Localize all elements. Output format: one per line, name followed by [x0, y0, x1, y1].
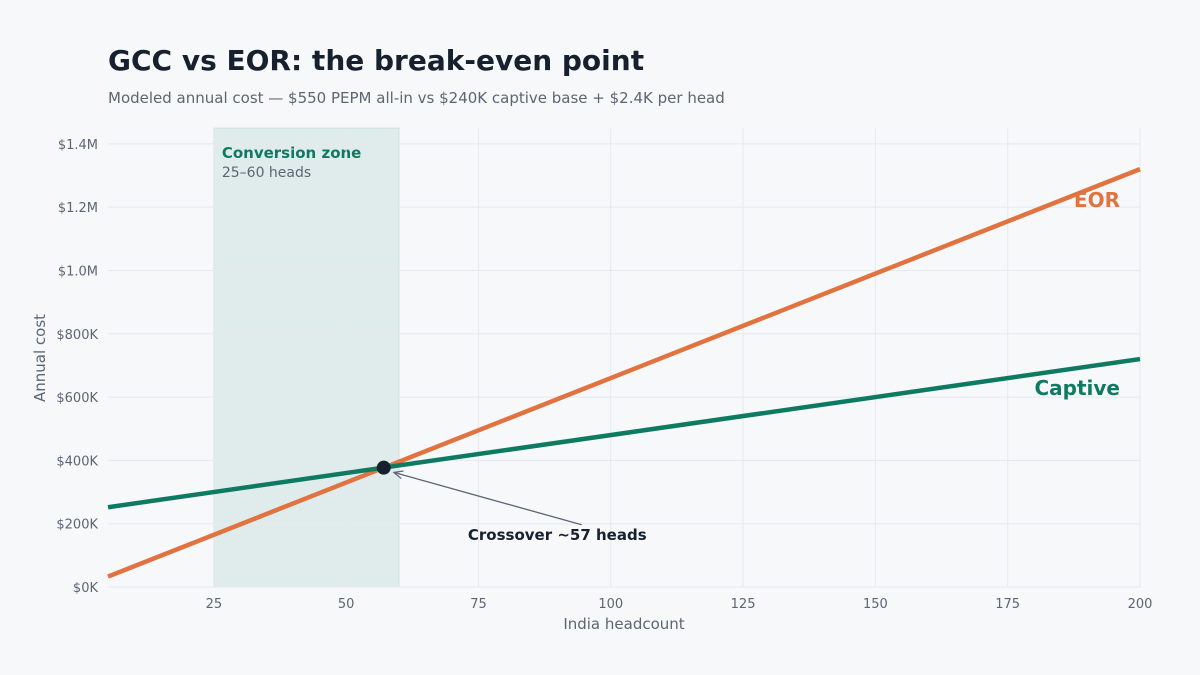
crossover-arrow: [395, 473, 582, 526]
y-tick-label: $800K: [56, 328, 98, 343]
y-tick-label: $1.0M: [58, 264, 98, 279]
chart-title: GCC vs EOR: the break-even point: [108, 44, 644, 77]
conversion-zone-band: [213, 127, 400, 588]
crossover-label: Crossover ~57 heads: [468, 526, 647, 544]
chart-subtitle: Modeled annual cost — $550 PEPM all-in v…: [108, 89, 725, 107]
crossover-point: [376, 460, 391, 475]
x-tick-label: 200: [1128, 597, 1153, 612]
y-tick-label: $1.4M: [58, 138, 98, 153]
y-tick-label: $600K: [56, 391, 98, 406]
y-tick-label: $1.2M: [58, 201, 98, 216]
x-tick-label: 25: [206, 597, 223, 612]
annotations: Crossover ~57 heads: [376, 460, 647, 544]
series-label-captive: Captive: [1034, 376, 1120, 400]
y-tick-label: $200K: [56, 518, 98, 533]
y-tick-label: $400K: [56, 454, 98, 469]
x-tick-label: 150: [863, 597, 888, 612]
x-tick-label: 125: [731, 597, 756, 612]
conversion-zone: Conversion zone 25–60 heads: [213, 127, 400, 588]
series-line-eor: [107, 167, 1141, 579]
x-tick-label: 50: [338, 597, 355, 612]
y-axis-label: Annual cost: [31, 314, 49, 402]
x-axis-label: India headcount: [563, 615, 684, 633]
series-lines: EOR Captive: [107, 167, 1141, 579]
axis-ticks: $0K $200K $400K $600K $800K $1.0M $1.2M $1.4M 25…: [56, 138, 1152, 612]
conversion-zone-label: Conversion zone: [222, 144, 362, 162]
series-label-eor: EOR: [1074, 188, 1120, 212]
grid: [108, 128, 1141, 588]
x-tick-label: 100: [598, 597, 623, 612]
conversion-zone-sublabel: 25–60 heads: [222, 165, 311, 181]
x-tick-label: 175: [995, 597, 1020, 612]
x-tick-label: 75: [470, 597, 487, 612]
series-line-captive: [107, 356, 1141, 510]
y-tick-label: $0K: [73, 581, 99, 596]
